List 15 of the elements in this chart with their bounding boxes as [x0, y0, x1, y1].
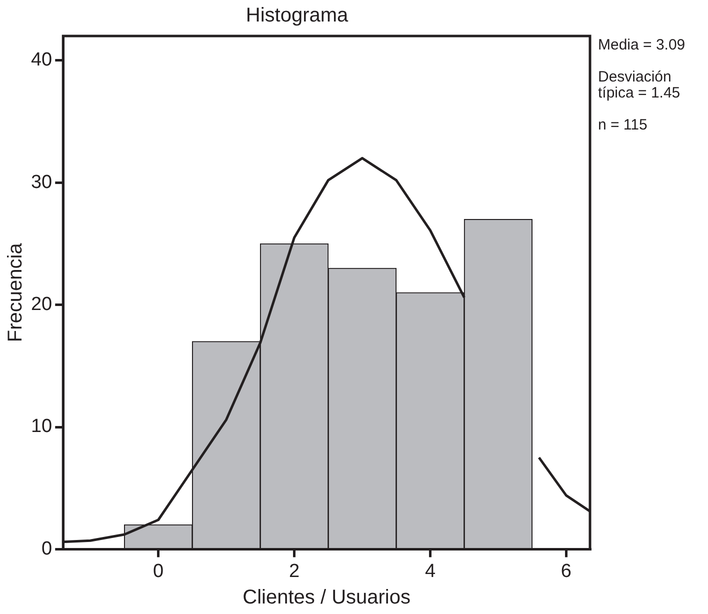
y-tick-label: 30: [30, 172, 52, 193]
text: n = 115: [598, 116, 648, 134]
y-tick-label: 20: [30, 294, 52, 316]
text: Desviación típica = 1.45: [598, 68, 680, 102]
x-tick-label: 6: [560, 560, 572, 582]
x-axis-title: Clientes / Usuarios: [242, 586, 410, 609]
x-tick-label: 4: [424, 560, 436, 582]
y-tick-label: 0: [42, 538, 52, 560]
x-tick-label: 0: [153, 560, 164, 582]
y-axis-title: Frecuencia: [4, 242, 27, 342]
x-tick-label: 2: [288, 560, 300, 582]
text: Media = 3.09: [598, 36, 686, 54]
y-tick-label: 40: [30, 50, 52, 71]
chart-title: Histograma: [246, 4, 349, 27]
y-tick-label: 10: [30, 416, 52, 438]
